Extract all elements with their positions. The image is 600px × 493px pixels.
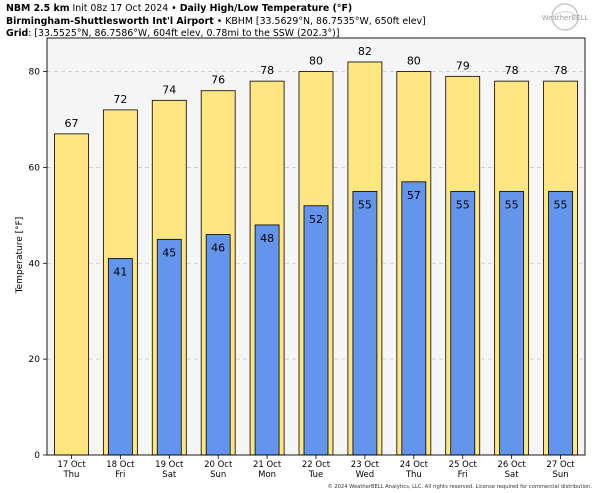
x-tick-weekday: Thu bbox=[62, 470, 79, 480]
x-tick-date: 23 Oct bbox=[351, 460, 380, 470]
bar-low bbox=[548, 190, 573, 456]
high-value-label: 67 bbox=[64, 117, 78, 130]
y-tick-label: 40 bbox=[29, 259, 41, 269]
low-value-label: 55 bbox=[456, 198, 470, 211]
x-tick-date: 19 Oct bbox=[155, 460, 184, 470]
header-line-1: NBM 2.5 km Init 08z 17 Oct 2024 • Daily … bbox=[6, 3, 353, 14]
high-value-label: 74 bbox=[162, 83, 176, 96]
y-axis-label: Temperature [°F] bbox=[15, 217, 25, 295]
x-tick-date: 18 Oct bbox=[106, 460, 135, 470]
bar-low bbox=[205, 234, 231, 456]
low-value-label: 48 bbox=[260, 232, 274, 245]
x-tick-date: 21 Oct bbox=[253, 460, 282, 470]
bars bbox=[54, 61, 578, 456]
low-value-label: 55 bbox=[505, 198, 519, 211]
x-tick-weekday: Mon bbox=[258, 470, 276, 480]
x-tick-weekday: Wed bbox=[356, 470, 375, 480]
low-value-label: 45 bbox=[162, 246, 176, 259]
x-tick-weekday: Fri bbox=[458, 470, 468, 480]
data-labels: 67 72 41 74 45 76 46 78 48 80 52 82 55 80 57 79 55 78 55 78… bbox=[64, 45, 567, 279]
y-tick-label: 60 bbox=[29, 163, 41, 173]
bar-low bbox=[107, 258, 133, 456]
bar-low bbox=[401, 181, 427, 456]
bar-low bbox=[156, 238, 182, 456]
x-tick-date: 26 Oct bbox=[498, 460, 527, 470]
high-value-label: 80 bbox=[309, 55, 323, 68]
y-tick-label: 20 bbox=[29, 355, 41, 365]
high-value-label: 82 bbox=[358, 45, 372, 58]
x-tick-weekday: Sat bbox=[162, 470, 177, 480]
high-value-label: 76 bbox=[211, 74, 225, 87]
x-tick-date: 24 Oct bbox=[400, 460, 429, 470]
header-line-3: Grid: [33.5525°N, 86.7586°W, 604ft elev,… bbox=[6, 28, 340, 39]
high-value-label: 79 bbox=[456, 59, 470, 72]
x-tick-weekday: Sat bbox=[505, 470, 520, 480]
x-tick-weekday: Sun bbox=[552, 470, 568, 480]
svg-text:WeatherBELL: WeatherBELL bbox=[542, 14, 589, 22]
x-tick-date: 17 Oct bbox=[57, 460, 86, 470]
high-value-label: 78 bbox=[554, 64, 568, 77]
x-tick-weekday: Sun bbox=[210, 470, 226, 480]
y-tick-label: 0 bbox=[34, 451, 40, 461]
x-tick-date: 22 Oct bbox=[302, 460, 331, 470]
high-value-label: 80 bbox=[407, 55, 421, 68]
x-tick-weekday: Thu bbox=[405, 470, 422, 480]
plot-frame bbox=[46, 37, 586, 456]
high-value-label: 72 bbox=[113, 93, 127, 106]
bar-low bbox=[499, 190, 525, 456]
chart-header: NBM 2.5 km Init 08z 17 Oct 2024 • Daily … bbox=[6, 3, 426, 41]
bar-low bbox=[254, 224, 280, 456]
bar-low bbox=[450, 190, 476, 456]
x-tick-weekday: Tue bbox=[308, 470, 324, 480]
high-value-label: 78 bbox=[260, 64, 274, 77]
x-tick-date: 27 Oct bbox=[546, 460, 575, 470]
y-tick-label: 80 bbox=[29, 68, 41, 78]
header-line-2: Birmingham-Shuttlesworth Int'l Airport •… bbox=[6, 15, 426, 27]
high-value-label: 78 bbox=[505, 64, 519, 77]
low-value-label: 52 bbox=[309, 213, 323, 226]
x-tick-date: 25 Oct bbox=[449, 460, 478, 470]
copyright-notice: © 2024 WeatherBELL Analytics, LLC. All r… bbox=[327, 484, 592, 490]
weatherbell-logo: WeatherBELL bbox=[542, 3, 589, 31]
low-value-label: 41 bbox=[113, 265, 127, 278]
bar-low bbox=[352, 190, 378, 456]
low-value-label: 55 bbox=[358, 198, 372, 211]
low-value-label: 57 bbox=[407, 189, 421, 202]
x-tick-date: 20 Oct bbox=[204, 460, 233, 470]
bar-low bbox=[303, 205, 329, 456]
bar-high bbox=[54, 133, 89, 456]
x-tick-weekday: Fri bbox=[115, 470, 125, 480]
low-value-label: 46 bbox=[211, 242, 225, 255]
low-value-label: 55 bbox=[554, 198, 568, 211]
